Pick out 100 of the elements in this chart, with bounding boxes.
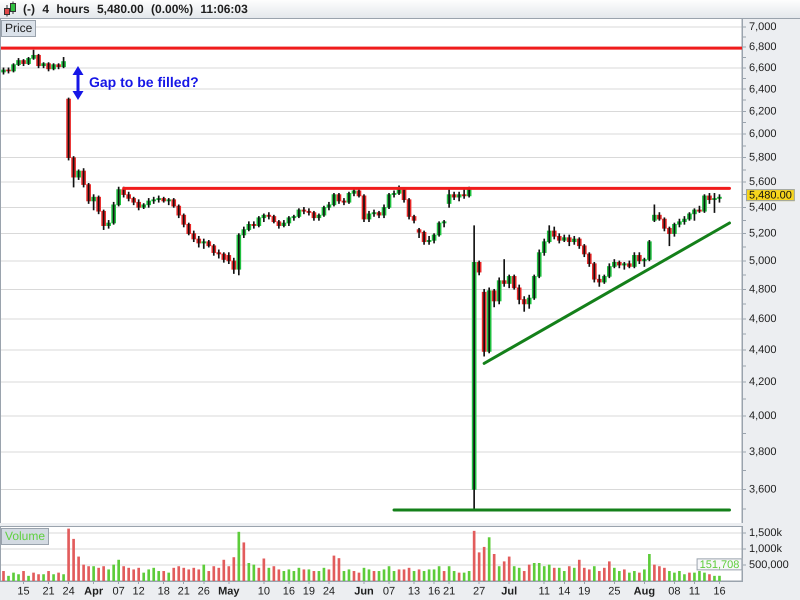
bar <box>142 572 146 581</box>
y-tick-label: 6,800 <box>749 41 777 54</box>
x-tick-label: May <box>218 586 240 598</box>
bar <box>402 569 406 581</box>
bar <box>22 571 25 581</box>
y-tick-label: 5,400 <box>749 201 777 214</box>
bar <box>582 568 586 581</box>
bar <box>568 566 571 581</box>
x-tick-label: 13 <box>408 586 420 598</box>
bar <box>207 571 210 581</box>
bar <box>688 572 691 581</box>
bar <box>278 569 280 581</box>
bar <box>57 572 60 581</box>
bar <box>528 564 531 581</box>
y-tick-label: 4,000 <box>749 410 777 422</box>
x-tick-label: 21 <box>442 586 456 598</box>
bar <box>102 566 105 581</box>
bar <box>562 571 566 581</box>
bar <box>37 574 40 581</box>
bar <box>588 569 591 581</box>
bar <box>237 532 240 581</box>
bar <box>663 568 666 581</box>
x-tick-label: 19 <box>578 586 590 598</box>
y-tick-label: 500,000 <box>749 558 789 571</box>
bar <box>708 574 711 581</box>
bar <box>498 566 501 581</box>
y-tick-label: 5,800 <box>749 152 777 164</box>
bar <box>17 574 20 581</box>
x-tick-label: 16 <box>428 586 440 598</box>
y-tick-label: 3,600 <box>749 483 777 496</box>
x-tick-label: 14 <box>558 586 570 598</box>
bar <box>653 564 656 581</box>
bar <box>398 569 400 581</box>
bar <box>422 571 426 581</box>
bar <box>713 576 716 581</box>
chart-title: (-) 4 hours 5,480.00 (0.00%) 11:06:03 <box>23 1 248 18</box>
bar <box>328 569 330 581</box>
bar <box>62 574 65 581</box>
bar <box>122 566 125 581</box>
y-tick-label: 6,000 <box>749 128 777 140</box>
bar <box>42 574 45 581</box>
bar <box>648 554 651 581</box>
x-tick-label: 18 <box>158 586 170 598</box>
bar <box>502 561 506 581</box>
bar <box>462 572 466 581</box>
bar <box>472 530 476 581</box>
bar <box>508 556 511 581</box>
bar <box>92 566 95 581</box>
x-tick-label: 25 <box>608 586 620 598</box>
annotation: Gap to be filled? <box>89 74 199 90</box>
y-axis-title: Volume <box>1 528 50 545</box>
bar <box>492 554 496 581</box>
bar <box>372 571 376 581</box>
bar <box>658 566 661 581</box>
bar <box>187 569 190 581</box>
bar <box>352 571 356 581</box>
bar <box>418 569 420 581</box>
x-tick-label: 12 <box>132 586 145 598</box>
bar <box>368 569 370 581</box>
bar <box>227 566 230 581</box>
bar <box>258 568 260 581</box>
bar <box>342 571 346 581</box>
bar <box>633 571 636 581</box>
y-tick-label: 4,600 <box>749 312 777 325</box>
x-tick-label: 27 <box>473 586 486 598</box>
bar <box>512 566 516 581</box>
bar <box>67 528 70 581</box>
bar <box>288 569 290 581</box>
y-tick-label: 1,000k <box>749 542 783 555</box>
bar <box>2 571 5 581</box>
bar <box>308 569 310 581</box>
bar <box>678 571 681 581</box>
y-tick-label: 6,400 <box>749 83 777 96</box>
bar <box>718 576 721 581</box>
y-tick-label: 4,400 <box>749 344 777 356</box>
bar <box>292 571 296 581</box>
x-tick-label: 10 <box>258 586 270 598</box>
x-tick-label: 07 <box>112 586 125 598</box>
x-tick-label: 26 <box>198 586 210 598</box>
bar <box>152 568 156 581</box>
bar <box>438 566 440 581</box>
bar <box>698 571 701 581</box>
bar <box>412 571 416 581</box>
bar <box>52 574 55 581</box>
x-tick-label: Apr <box>84 586 104 598</box>
bar <box>7 576 10 581</box>
bar <box>47 571 50 581</box>
bar <box>162 571 166 581</box>
bar <box>147 569 150 581</box>
bar <box>432 569 436 581</box>
bar <box>592 566 596 581</box>
bar <box>268 568 270 581</box>
bar <box>77 556 80 581</box>
x-tick-label: 19 <box>302 586 316 598</box>
bar <box>478 552 480 581</box>
data-label: 151,708 <box>700 558 740 571</box>
bar <box>668 571 671 581</box>
bar <box>217 568 220 581</box>
y-tick-label: 1,500k <box>749 526 783 539</box>
bar <box>638 572 641 581</box>
